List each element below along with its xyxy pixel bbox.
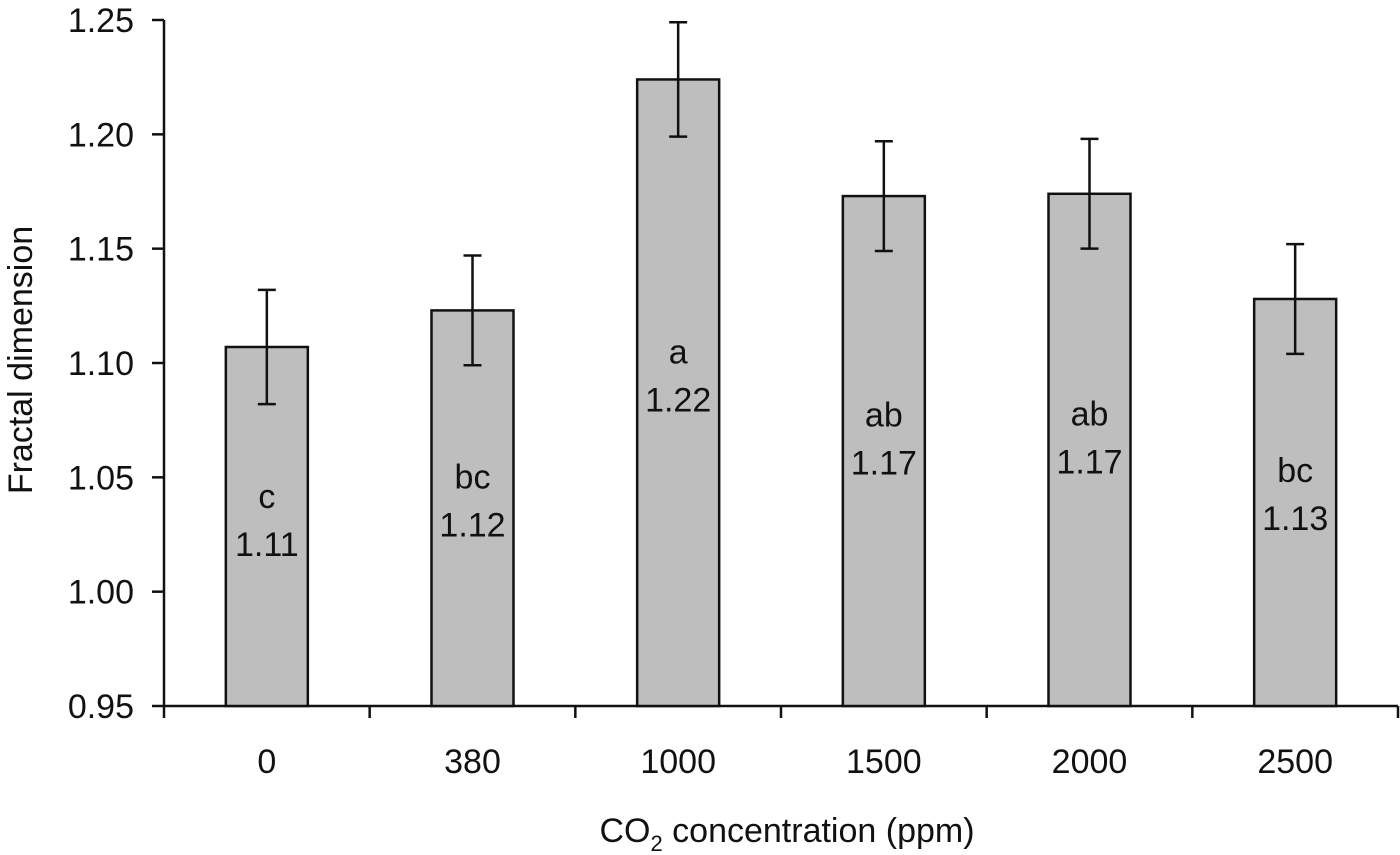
y-tick-label: 1.20 [68, 116, 134, 154]
x-tick-label: 380 [444, 743, 501, 781]
y-axis: 0.95 1.00 1.05 1.10 1.15 1.20 1.25 [68, 2, 166, 726]
bar-significance-letter: bc [1277, 452, 1313, 490]
x-axis-title-subscript: 2 [650, 831, 662, 855]
error-bars [257, 21, 1305, 406]
bar-0 [224, 345, 310, 708]
bar-labels: c 1.11 bc 1.12 a 1.22 ab 1.17 ab 1.17 bc 1.13 [235, 334, 1328, 564]
bar-value-label: 1.13 [1262, 500, 1328, 538]
x-tick-label: 1000 [640, 743, 716, 781]
x-tick-label: 2000 [1052, 743, 1128, 781]
bar-significance-letter: a [669, 334, 688, 372]
bar-significance-letter: bc [455, 458, 491, 496]
bars [224, 78, 1338, 708]
y-tick-label: 1.05 [68, 459, 134, 497]
y-tick-label: 1.00 [68, 574, 134, 612]
x-tick-label: 0 [257, 743, 276, 781]
bar-2000 [1047, 192, 1132, 708]
x-axis: 0 380 1000 1500 2000 2500 [162, 704, 1400, 781]
bar-380 [430, 309, 515, 708]
y-tick-label: 1.15 [68, 231, 134, 269]
bar-value-label: 1.12 [439, 506, 505, 544]
y-tick-label: 1.25 [68, 2, 134, 40]
bar-value-label: 1.17 [1056, 443, 1122, 481]
bar-1000 [635, 78, 721, 708]
bar-value-label: 1.11 [235, 526, 299, 564]
bar-1500 [841, 194, 927, 708]
bar-value-label: 1.22 [645, 382, 711, 420]
x-tick-label: 1500 [846, 743, 922, 781]
bar-significance-letter: ab [865, 397, 903, 435]
x-axis-title: CO2 concentration (ppm) [599, 812, 974, 855]
bar-significance-letter: c [258, 478, 275, 516]
bar-significance-letter: ab [1071, 395, 1109, 433]
y-tick-label: 0.95 [68, 688, 134, 726]
bar-value-label: 1.17 [851, 445, 917, 483]
bar-2500 [1252, 297, 1338, 708]
y-axis-title: Fractal dimension [2, 226, 40, 494]
y-tick-label: 1.10 [68, 345, 134, 383]
x-tick-label: 2500 [1257, 743, 1333, 781]
x-axis-title-text: concentration (ppm) [663, 812, 975, 850]
x-axis-title-prefix: CO [599, 812, 650, 850]
